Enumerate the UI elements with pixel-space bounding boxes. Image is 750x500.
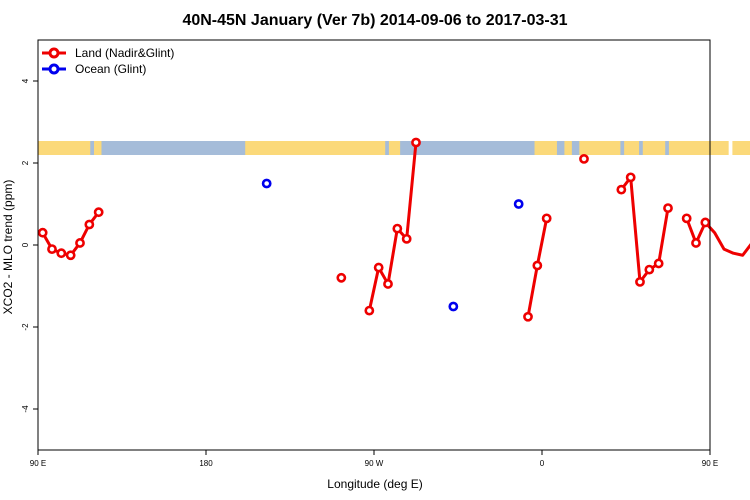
- strip-land-6: [579, 141, 621, 155]
- strip-land-1: [94, 141, 102, 155]
- land-point: [700, 217, 711, 228]
- ocean-point: [261, 178, 272, 189]
- land-line-segment-6: [685, 217, 750, 257]
- ocean-point: [448, 301, 459, 312]
- land-point: [541, 213, 552, 224]
- land-point: [75, 238, 85, 248]
- strip-land-2: [245, 141, 386, 155]
- strip-land-4: [534, 141, 557, 155]
- land-point: [401, 233, 412, 244]
- x-tick-label-0: 90 E: [30, 459, 46, 468]
- strip-land-5: [564, 141, 572, 155]
- x-tick-label-3: 0: [540, 459, 545, 468]
- land-point: [411, 137, 421, 148]
- land-point: [84, 219, 95, 230]
- legend-land-label: Land (Nadir&Glint): [75, 46, 174, 60]
- land-point: [383, 279, 393, 289]
- land-point: [37, 227, 48, 238]
- land-point: [336, 272, 347, 283]
- land-line-segment-2: [367, 142, 418, 311]
- land-point: [681, 213, 692, 224]
- ocean-point: [513, 199, 524, 209]
- y-tick-label-2: 0: [21, 242, 30, 247]
- strip-land-8: [642, 141, 666, 155]
- legend-land-marker: [48, 47, 60, 59]
- chart-title: 40N-45N January (Ver 7b) 2014-09-06 to 2…: [182, 12, 567, 29]
- strip-land-10: [732, 141, 750, 155]
- land-point: [523, 311, 533, 322]
- land-point: [663, 203, 673, 213]
- strip-land-9: [668, 141, 729, 155]
- legend-ocean-label: Ocean (Glint): [75, 62, 146, 76]
- land-point: [532, 260, 543, 271]
- land-point: [392, 223, 403, 234]
- land-ocean-strip: [38, 141, 750, 155]
- x-tick-label-4: 90 E: [702, 459, 718, 468]
- y-tick-label-1: -2: [21, 323, 30, 331]
- land-point: [65, 250, 76, 261]
- land-point: [625, 172, 636, 183]
- land-point: [691, 238, 701, 248]
- y-tick-label-3: 2: [21, 160, 30, 165]
- plot-frame: [37, 39, 711, 451]
- x-axis-label: Longitude (deg E): [327, 477, 422, 491]
- x-tick-label-1: 180: [199, 459, 213, 468]
- land-point: [579, 153, 589, 164]
- x-tick-label-2: 90 W: [365, 459, 384, 468]
- land-point: [635, 276, 645, 287]
- land-point: [47, 244, 57, 254]
- y-tick-label-4: 4: [21, 78, 30, 83]
- land-point: [56, 248, 67, 259]
- land-point: [644, 264, 655, 275]
- y-axis-label: XCO2 - MLO trend (ppm): [1, 180, 15, 315]
- land-point: [653, 258, 664, 269]
- strip-land-3: [388, 141, 401, 155]
- data-layer: [37, 137, 750, 322]
- land-point: [373, 262, 384, 273]
- strip-land-7: [624, 141, 640, 155]
- y-tick-label-0: -4: [21, 405, 30, 413]
- land-point: [364, 305, 375, 316]
- land-point: [93, 207, 104, 218]
- land-point: [616, 184, 627, 195]
- legend: Land (Nadir&Glint) Ocean (Glint): [42, 46, 174, 76]
- strip-land-0: [38, 141, 91, 155]
- axes: 90 E 180 90 W 0 90 E -4 -2 0 2 4: [21, 78, 718, 468]
- legend-ocean-marker: [48, 63, 60, 75]
